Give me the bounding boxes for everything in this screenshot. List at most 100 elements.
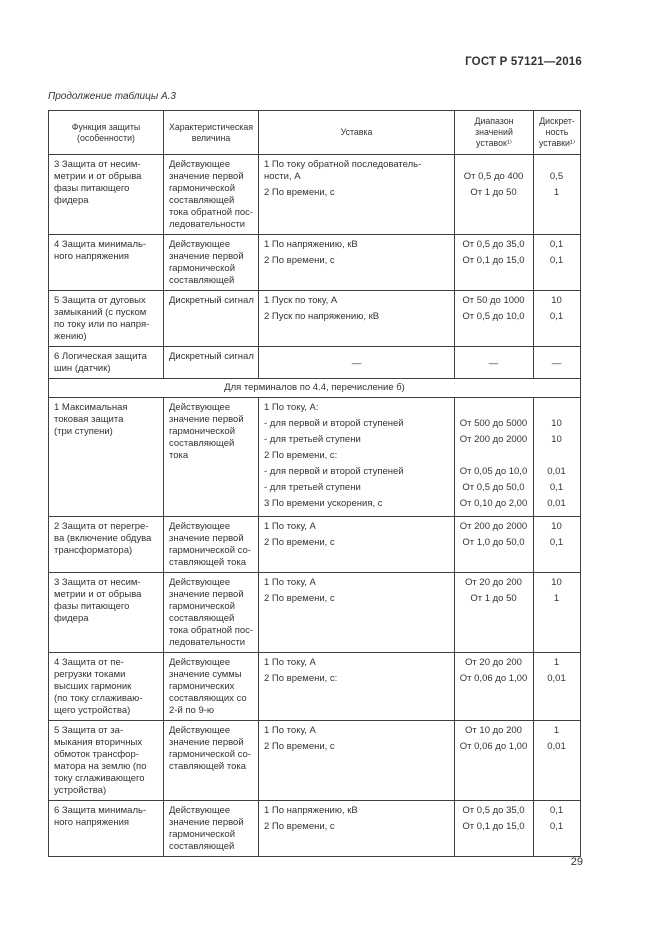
setting-range: От 0,06 до 1,00 (459, 741, 528, 752)
setting-discreteness: 0,1 (549, 805, 564, 816)
column-divider (533, 235, 534, 290)
setting-item: - для первой и второй ступеней От 0,05 до… (259, 466, 580, 478)
characteristic-cell: Действующее значение первой гармоническо… (164, 573, 259, 652)
setting-discreteness: 0,01 (547, 466, 566, 477)
column-divider (533, 398, 534, 516)
setting-text: 2 По времени, с: (264, 673, 338, 684)
setting-item: 1 По току обратной последователь- ности,… (259, 159, 580, 183)
setting-text: - для третьей ступени (264, 434, 361, 445)
column-divider (454, 155, 455, 234)
setting-text: 2 По времени, с (264, 593, 335, 604)
table-row: 3 Защита от несим- метрии и от обрыва фа… (49, 155, 580, 235)
setting-item: — — — (259, 351, 580, 376)
table-row: 3 Защита от несим- метрии и от обрыва фа… (49, 573, 580, 653)
column-divider (454, 517, 455, 572)
setting-item: - для третьей ступени От 0,5 до 50,0 0,1 (259, 482, 580, 494)
column-divider (533, 347, 534, 378)
setting-discreteness: 10 (551, 434, 562, 445)
table-row: 4 Защита от пе- регрузки токами высших г… (49, 653, 580, 721)
setting-range: От 0,06 до 1,00 (459, 673, 528, 684)
setting-text: 1 По току, А (264, 657, 316, 668)
setting-discreteness: 0,01 (547, 741, 566, 752)
setting-text: 1 По напряжению, кВ (264, 239, 358, 250)
setting-discreteness: 0,1 (549, 255, 564, 266)
column-divider (454, 347, 455, 378)
column-divider (454, 721, 455, 800)
settings-cell: 1 По току, А От 200 до 2000 10 2 По времени… (259, 517, 580, 572)
function-cell: 5 Защита от дуговых замыканий (с пуском … (49, 291, 164, 346)
setting-range: От 500 до 5000 (459, 418, 528, 429)
characteristic-cell: Действующее значение первой гармоническо… (164, 398, 259, 516)
table-caption: Продолжение таблицы А.3 (48, 91, 176, 102)
setting-item: - для первой и второй ступеней От 500 до … (259, 418, 580, 430)
section-header-row: Для терминалов по 4.4, перечисление б) (49, 379, 580, 398)
settings-cell: 1 По току, А: - для первой и второй ступе… (259, 398, 580, 516)
column-divider (454, 291, 455, 346)
setting-range: От 0,5 до 35,0 (462, 239, 525, 250)
setting-item: 1 По току, А От 200 до 2000 10 (259, 521, 580, 533)
setting-range: От 20 до 200 (465, 657, 522, 668)
function-cell: 4 Защита от пе- регрузки токами высших г… (49, 653, 164, 720)
setting-discreteness: 0,1 (549, 482, 564, 493)
column-divider (454, 235, 455, 290)
table-row: 6 Защита минималь- ного напряжения Действ… (49, 801, 580, 856)
setting-discreteness: 0,1 (549, 311, 564, 322)
setting-range: От 0,5 до 10,0 (462, 311, 525, 322)
column-divider (533, 155, 534, 234)
setting-discreteness: — (551, 357, 562, 369)
setting-discreteness: 0,01 (547, 673, 566, 684)
setting-item: 1 По току, А От 10 до 200 1 (259, 725, 580, 737)
setting-range: От 1 до 50 (470, 593, 517, 604)
settings-cell: — — — (259, 347, 580, 378)
setting-range: От 0,5 до 400 (463, 171, 524, 182)
setting-item: 2 По времени, с От 1 до 50 1 (259, 593, 580, 605)
settings-cell: 1 По току, А От 10 до 200 1 2 По времени, с… (259, 721, 580, 800)
setting-item: 2 По времени, с От 0,1 до 15,0 0,1 (259, 255, 580, 267)
function-cell: 1 Максимальная токовая защита (три ступе… (49, 398, 164, 516)
function-cell: 6 Логическая защита шин (датчик) (49, 347, 164, 378)
setting-item: 1 По току, А От 20 до 200 10 (259, 577, 580, 589)
characteristic-cell: Действующее значение первой гармоническо… (164, 801, 259, 856)
protection-settings-table: Функция защиты (особенности) Характерист… (48, 110, 581, 857)
col-header-discreteness: Дискрет- ность уставки¹⁾ (538, 116, 576, 148)
setting-item: 1 По току, А: (259, 402, 580, 414)
setting-text: 2 По времени, с (264, 821, 335, 832)
col-header-setting: Уставка (259, 111, 455, 154)
col-header-function: Функция защиты (особенности) (49, 111, 164, 154)
setting-item: 2 По времени, с От 1,0 до 50,0 0,1 (259, 537, 580, 549)
function-cell: 2 Защита от перегре- ва (включение обдув… (49, 517, 164, 572)
characteristic-cell: Действующее значение суммы гармонических… (164, 653, 259, 720)
setting-item: 1 По напряжению, кВ От 0,5 до 35,0 0,1 (259, 805, 580, 817)
setting-range: — (488, 357, 499, 369)
settings-cell: 1 По напряжению, кВ От 0,5 до 35,0 0,1 2 По… (259, 235, 580, 290)
setting-text: 1 По току обратной последователь- ности,… (264, 159, 422, 182)
setting-text: 1 По току, А: (264, 402, 319, 413)
settings-cell: 1 По току, А От 20 до 200 10 2 По времени, … (259, 573, 580, 652)
setting-discreteness: 10 (551, 295, 562, 306)
setting-range: От 0,5 до 50,0 (462, 482, 525, 493)
characteristic-cell: Действующее значение первой гармоническо… (164, 155, 259, 234)
setting-range: От 0,05 до 10,0 (459, 466, 528, 477)
setting-discreteness: 0,1 (549, 537, 564, 548)
setting-item: 2 Пуск по напряжению, кВ От 0,5 до 10,0 0,… (259, 311, 580, 323)
setting-item: - для третьей ступени От 200 до 2000 10 (259, 434, 580, 446)
table-row: 5 Защита от дуговых замыканий (с пуском … (49, 291, 580, 347)
column-divider (533, 653, 534, 720)
setting-text: 3 По времени ускорения, с (264, 498, 383, 509)
setting-discreteness: 1 (553, 657, 560, 668)
setting-text: 2 По времени, с: (264, 450, 338, 461)
table-header-row: Функция защиты (особенности) Характерист… (49, 111, 580, 155)
setting-item: 1 По напряжению, кВ От 0,5 до 35,0 0,1 (259, 239, 580, 251)
setting-item: 1 Пуск по току, А От 50 до 1000 10 (259, 295, 580, 307)
function-cell: 3 Защита от несим- метрии и от обрыва фа… (49, 573, 164, 652)
table-body: 3 Защита от несим- метрии и от обрыва фа… (49, 155, 580, 856)
setting-item: 2 По времени, с: (259, 450, 580, 462)
setting-text: 1 По току, А (264, 725, 316, 736)
characteristic-cell: Действующее значение первой гармоническо… (164, 517, 259, 572)
setting-item: 2 По времени, с От 0,1 до 15,0 0,1 (259, 821, 580, 833)
characteristic-cell: Дискретный сигнал (164, 291, 259, 346)
setting-text: — (351, 357, 362, 369)
setting-text: - для первой и второй ступеней (264, 418, 404, 429)
setting-text: 2 Пуск по напряжению, кВ (264, 311, 380, 322)
